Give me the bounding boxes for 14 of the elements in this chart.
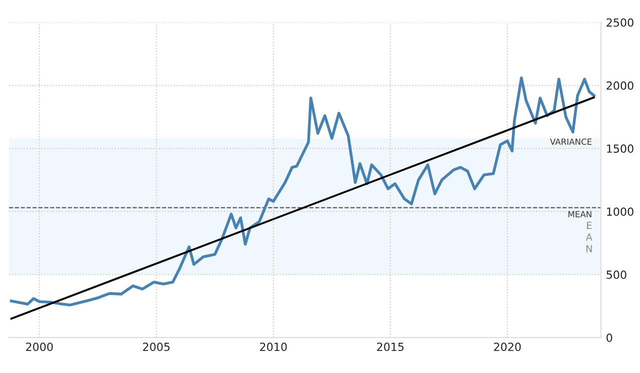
x-tick-label: 2005 bbox=[143, 342, 170, 352]
x-tick-label: 2020 bbox=[494, 342, 521, 352]
x-tick-label: 2015 bbox=[377, 342, 404, 352]
annotation: EAN bbox=[586, 222, 592, 252]
band-label: VARIANCE bbox=[550, 138, 592, 145]
y-tick-label: 2000 bbox=[606, 81, 634, 90]
x-tick-label: 2010 bbox=[260, 342, 287, 352]
x-tick-label: 2000 bbox=[26, 342, 53, 352]
y-tick-label: 1500 bbox=[607, 144, 634, 153]
y-tick-label: 0 bbox=[606, 334, 612, 342]
y-tick-label: 2500 bbox=[606, 18, 634, 27]
y-tick-label: 1000 bbox=[607, 207, 634, 216]
y-tick-label: 500 bbox=[606, 270, 626, 279]
ref-line-label: MEAN bbox=[568, 211, 592, 218]
